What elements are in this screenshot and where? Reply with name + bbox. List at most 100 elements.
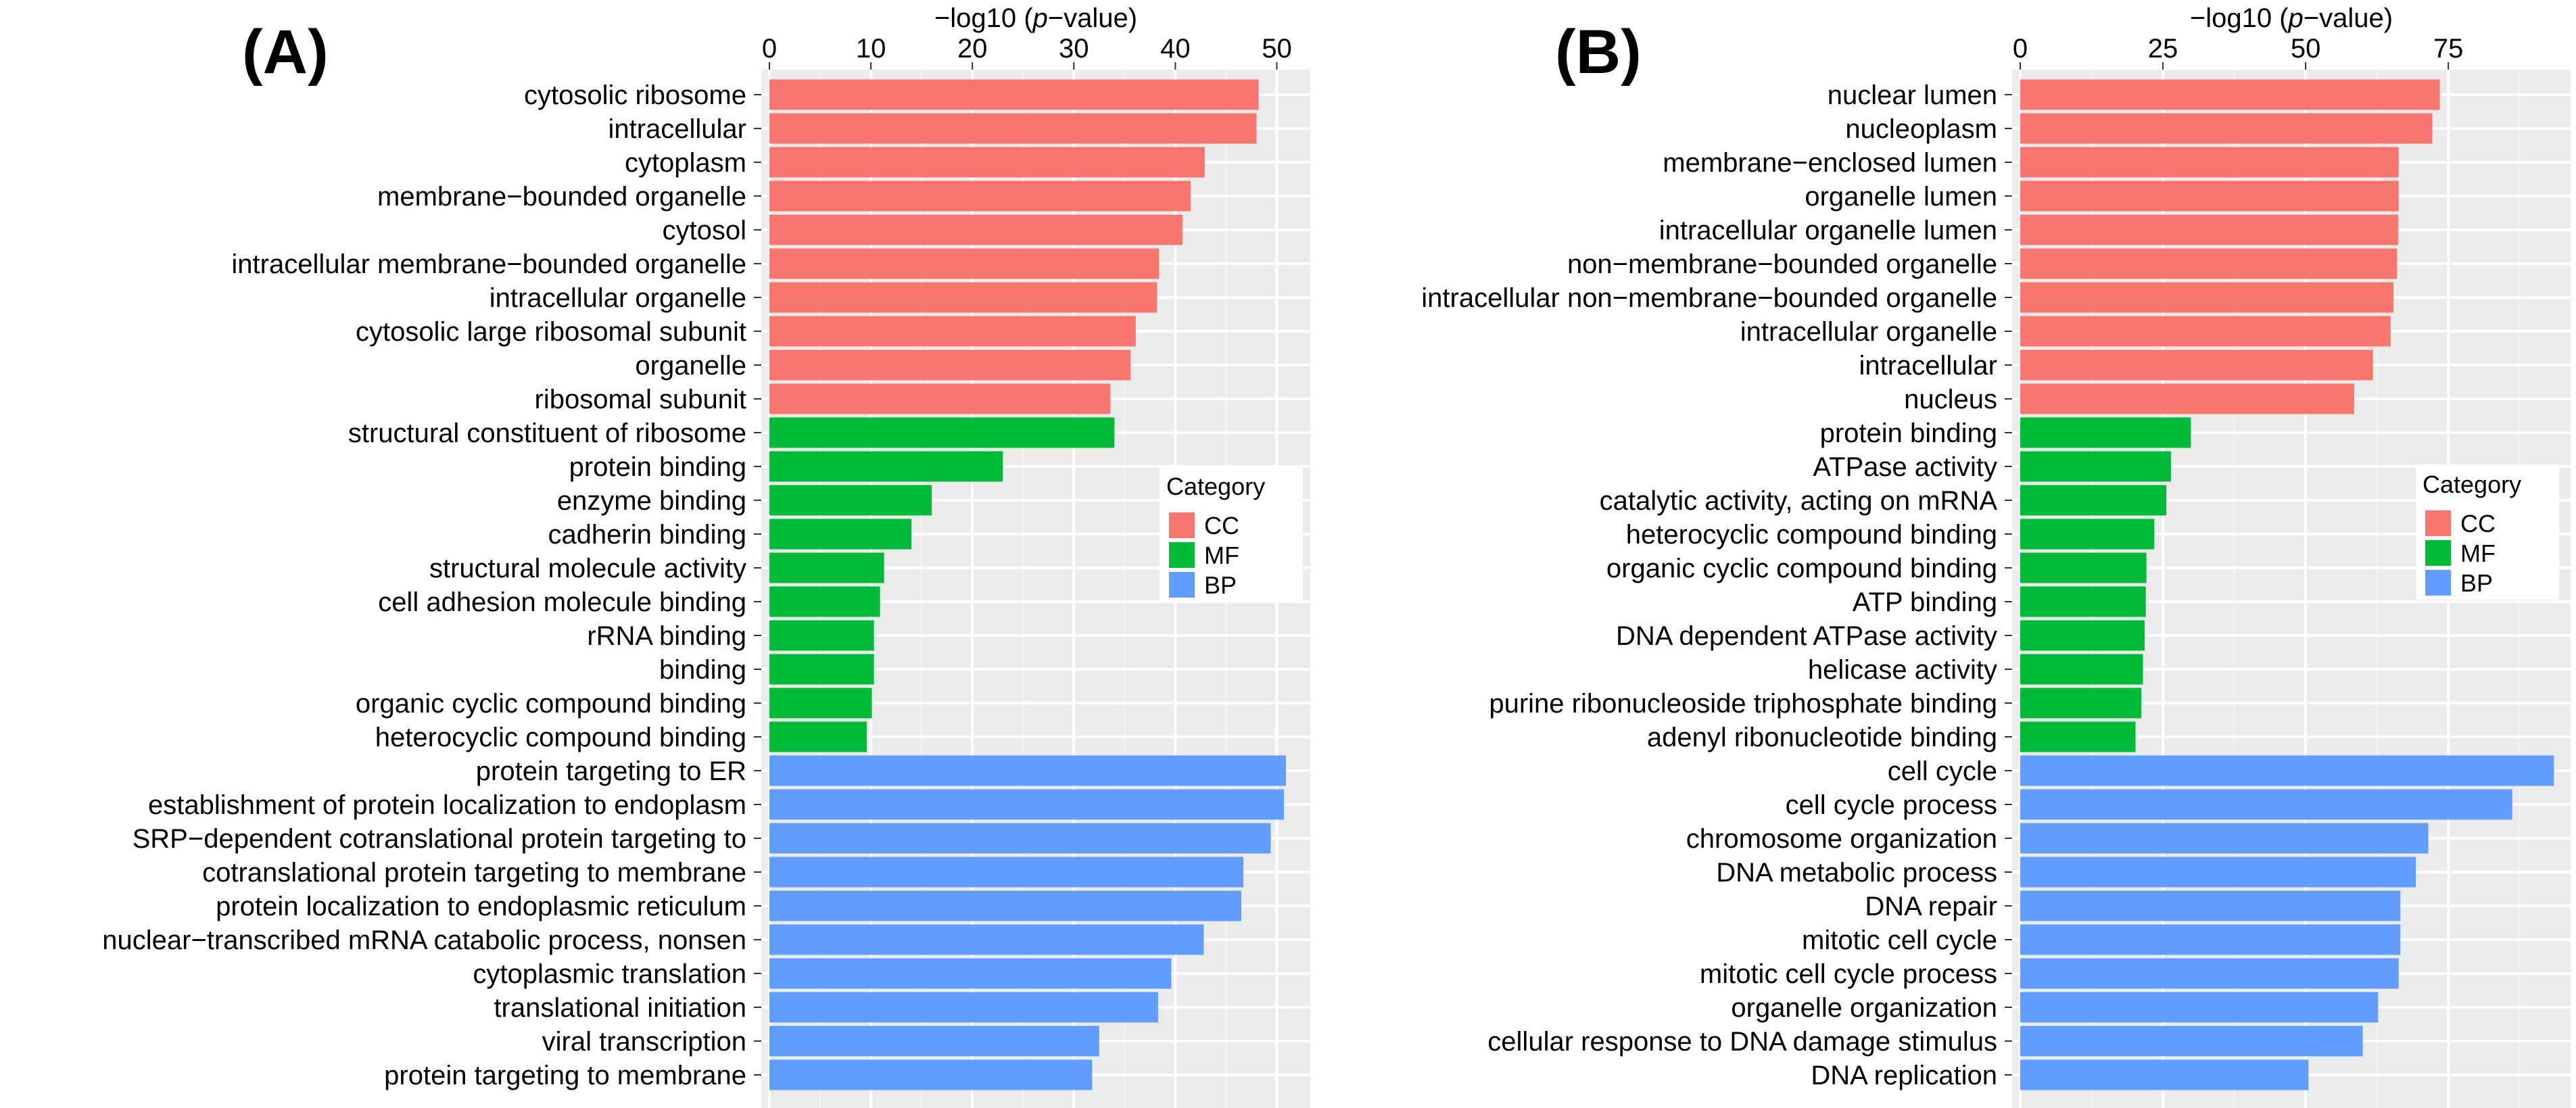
x-tick-label: 50 [2291, 34, 2321, 64]
category-tick-label: DNA metabolic process [1716, 858, 1997, 888]
category-tick-label: protein localization to endoplasmic reti… [216, 892, 746, 921]
panel-label-b: (B) [1555, 18, 1642, 87]
bar-bp [2020, 958, 2399, 989]
category-tick-label: establishment of protein localization to… [148, 790, 746, 820]
category-tick-label: mitotic cell cycle [1802, 925, 1997, 955]
legend-label-bp: BP [2460, 569, 2493, 597]
bar-bp [2020, 924, 2401, 955]
category-tick-label: membrane−bounded organelle [377, 182, 746, 212]
bar-cc [2020, 282, 2394, 313]
bar-mf [769, 552, 884, 583]
bar-bp [769, 890, 1241, 921]
bar-mf [769, 654, 874, 685]
category-tick-label: structural constituent of ribosome [348, 418, 746, 448]
bar-cc [769, 79, 1259, 110]
bar-bp [769, 1026, 1099, 1057]
category-tick-label: organic cyclic compound binding [1606, 554, 1997, 583]
category-tick-label: DNA repair [1865, 892, 1997, 921]
bar-cc [769, 350, 1131, 381]
bar-mf [2020, 688, 2141, 719]
category-tick-label: ribosomal subunit [535, 385, 747, 414]
category-tick-label: cadherin binding [548, 520, 746, 550]
legend-key-mf [1169, 542, 1195, 568]
category-tick-label: DNA dependent ATPase activity [1616, 621, 1997, 651]
legend-title: Category [1166, 473, 1265, 500]
bar-cc [769, 282, 1158, 313]
category-tick-label: intracellular [608, 114, 746, 144]
category-tick-label: intracellular non−membrane−bounded organ… [1421, 283, 1997, 313]
bar-bp [769, 857, 1243, 888]
legend-label-cc: CC [1204, 512, 1239, 539]
bar-bp [769, 789, 1284, 820]
legend-label-cc: CC [2460, 510, 2496, 537]
bar-cc [2020, 147, 2399, 178]
category-tick-label: adenyl ribonucleotide binding [1647, 723, 1997, 752]
bar-cc [769, 316, 1136, 347]
category-tick-label: enzyme binding [557, 486, 746, 516]
category-tick-label: nuclear lumen [1828, 80, 1997, 110]
category-tick-label: organelle organization [1731, 993, 1997, 1023]
x-axis-title-prefix: −log10 ( [2190, 3, 2289, 33]
legend-label-mf: MF [2460, 539, 2496, 567]
category-tick-label: helicase activity [1808, 655, 1997, 685]
category-tick-label: membrane−enclosed lumen [1663, 148, 1997, 178]
bar-bp [769, 924, 1204, 955]
bar-cc [2020, 248, 2398, 279]
bar-mf [769, 586, 880, 617]
bar-mf [769, 451, 1003, 482]
bar-mf [2020, 620, 2145, 651]
bar-bp [2020, 823, 2429, 854]
bar-mf [769, 519, 912, 550]
category-tick-label: chromosome organization [1686, 824, 1997, 854]
bar-cc [2020, 350, 2373, 381]
bar-cc [769, 214, 1183, 245]
category-tick-label: ATP binding [1853, 587, 1997, 617]
legend-label-mf: MF [1204, 541, 1239, 569]
x-tick-label: 30 [1059, 34, 1089, 64]
category-tick-label: organelle [635, 351, 746, 381]
x-tick-label: 20 [957, 34, 988, 64]
x-axis-title-suffix: −value) [2304, 3, 2393, 33]
bar-cc [2020, 180, 2399, 212]
category-tick-label: nucleus [1904, 385, 1997, 414]
x-tick-label: 50 [1262, 34, 1292, 64]
bar-mf [769, 688, 872, 719]
x-tick-label: 0 [762, 34, 777, 64]
bar-cc [2020, 79, 2440, 110]
bar-cc [769, 180, 1191, 212]
category-tick-label: intracellular [1859, 351, 1997, 381]
legend-label-bp: BP [1204, 571, 1237, 599]
category-tick-label: nucleoplasm [1845, 114, 1997, 144]
category-tick-label: structural molecule activity [429, 554, 746, 583]
bar-mf [2020, 721, 2136, 752]
category-tick-label: cell cycle process [1786, 790, 1997, 820]
bar-cc [2020, 316, 2391, 347]
category-tick-label: intracellular organelle [490, 283, 746, 313]
panel-label-a: (A) [242, 18, 329, 87]
category-tick-label: SRP−dependent cotranslational protein ta… [133, 824, 746, 854]
category-tick-label: nuclear−transcribed mRNA catabolic proce… [102, 925, 746, 955]
bar-bp [2020, 1026, 2363, 1057]
legend-key-cc [1169, 512, 1195, 538]
bar-mf [2020, 519, 2155, 550]
category-tick-label: purine ribonucleoside triphosphate bindi… [1489, 689, 1997, 719]
bar-bp [769, 823, 1271, 854]
category-tick-label: non−membrane−bounded organelle [1567, 249, 1997, 279]
category-tick-label: cytoplasm [625, 148, 746, 178]
category-tick-label: intracellular membrane−bounded organelle [231, 249, 746, 279]
bar-bp [2020, 992, 2379, 1023]
bar-mf [769, 721, 867, 752]
bar-mf [769, 485, 932, 516]
bar-mf [769, 417, 1115, 448]
legend-key-bp [1169, 572, 1195, 598]
category-tick-label: ATPase activity [1813, 452, 1997, 482]
bar-mf [2020, 417, 2191, 448]
category-tick-label: cell adhesion molecule binding [378, 587, 746, 617]
bar-bp [769, 755, 1286, 786]
x-tick-label: 0 [2013, 34, 2028, 64]
category-tick-label: protein binding [569, 452, 746, 482]
bar-cc [769, 113, 1257, 144]
x-tick-label: 40 [1160, 34, 1191, 64]
category-tick-label: cytosol [663, 216, 747, 245]
